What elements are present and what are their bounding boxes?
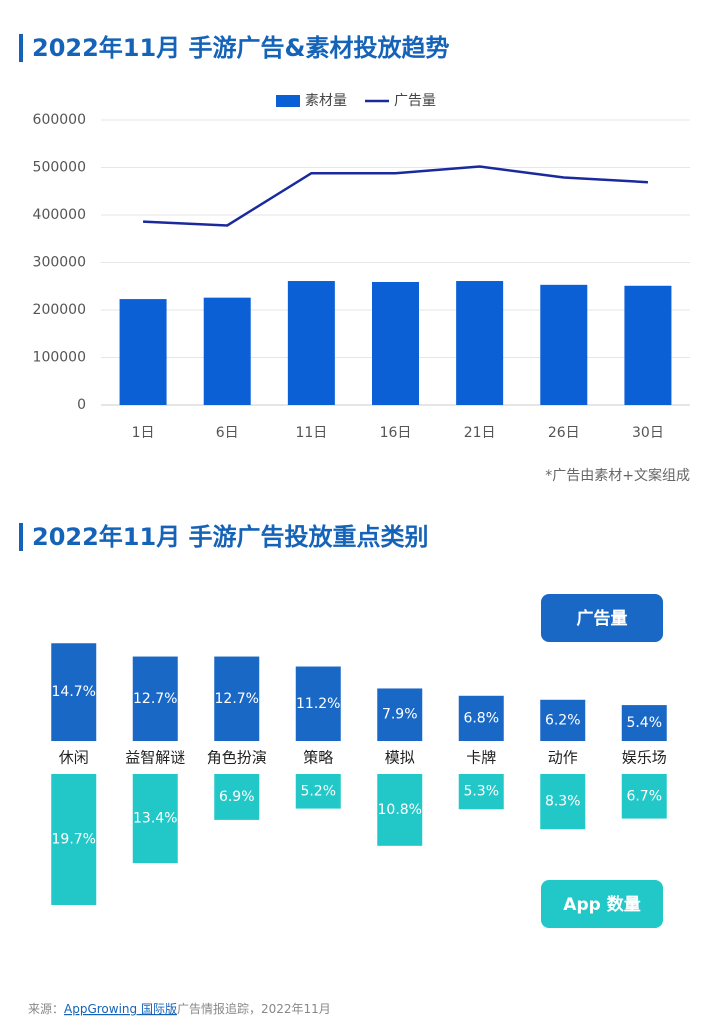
- y-tick-label: 300000: [33, 255, 86, 271]
- value-label: 5.2%: [300, 783, 336, 799]
- bar: [458, 774, 504, 810]
- legend-label: 素材量: [305, 93, 347, 109]
- value-label: 8.3%: [545, 794, 581, 810]
- chart-title: 2022年11月 手游广告投放重点类别: [32, 523, 429, 551]
- bar: [119, 299, 167, 405]
- value-label: 5.3%: [463, 784, 499, 800]
- category-label: 休闲: [59, 749, 89, 767]
- category-label: 益智解谜: [125, 749, 185, 767]
- y-tick-label: 400000: [33, 207, 86, 223]
- x-tick-label: 30日: [632, 425, 664, 441]
- line: [143, 165, 648, 227]
- value-label: 6.7%: [626, 788, 662, 804]
- x-tick-label: 21日: [464, 425, 496, 441]
- y-tick-label: 200000: [33, 302, 86, 318]
- category-label: 娱乐场: [622, 749, 667, 767]
- bar: [372, 281, 419, 405]
- x-tick-label: 1日: [132, 425, 155, 441]
- bar: [540, 774, 586, 830]
- legend-label: 广告量: [577, 608, 628, 629]
- note: *广告由素材+文案组成: [545, 467, 690, 484]
- value-label: 12.7%: [215, 691, 259, 707]
- bar: [377, 688, 423, 741]
- x-tick-label: 6日: [216, 425, 239, 441]
- bar: [540, 699, 586, 741]
- bar: [295, 774, 341, 809]
- y-tick-label: 500000: [33, 160, 86, 176]
- value-label: 6.9%: [219, 789, 255, 805]
- category-label: 模拟: [385, 749, 415, 767]
- footer-prefix: 来源：: [28, 1002, 64, 1016]
- value-label: 11.2%: [296, 696, 340, 712]
- bar: [287, 281, 335, 405]
- bar: [621, 774, 667, 819]
- value-label: 10.8%: [378, 802, 422, 818]
- title-accent: [19, 34, 23, 62]
- bar: [377, 774, 423, 846]
- bar: [51, 643, 97, 741]
- bar: [214, 774, 260, 820]
- category-label: 卡牌: [466, 749, 496, 767]
- footer-suffix: 广告情报追踪，2022年11月: [177, 1001, 331, 1016]
- value-label: 13.4%: [133, 811, 177, 827]
- chart-title: 2022年11月 手游广告&素材投放趋势: [32, 34, 449, 62]
- category-label: 角色扮演: [207, 749, 267, 767]
- y-tick-label: 100000: [33, 350, 86, 366]
- value-label: 14.7%: [52, 684, 96, 700]
- bar: [621, 705, 667, 741]
- x-tick-label: 26日: [548, 425, 580, 441]
- legend-box: [541, 880, 663, 928]
- value-label: 6.2%: [545, 712, 581, 728]
- bar: [214, 656, 260, 741]
- y-tick-label: 0: [77, 397, 86, 413]
- bar: [624, 285, 672, 405]
- bar: [132, 774, 178, 864]
- y-tick-label: 600000: [33, 112, 86, 128]
- bar: [203, 297, 251, 405]
- value-label: 6.8%: [463, 710, 499, 726]
- legend-box: [541, 594, 663, 642]
- category-label: 动作: [548, 749, 578, 767]
- value-label: 12.7%: [133, 691, 177, 707]
- legend-label: 广告量: [394, 93, 436, 109]
- bar: [132, 656, 178, 741]
- value-label: 7.9%: [382, 707, 418, 723]
- bar: [456, 281, 504, 405]
- bar: [51, 774, 97, 906]
- value-label: 19.7%: [52, 832, 96, 848]
- bar: [295, 666, 341, 741]
- legend-label: App 数量: [563, 894, 640, 915]
- category-label: 策略: [303, 749, 333, 767]
- x-tick-label: 16日: [380, 425, 412, 441]
- x-tick-label: 11日: [295, 425, 327, 441]
- legend-swatch: [276, 95, 300, 107]
- bar: [458, 695, 504, 741]
- value-label: 5.4%: [626, 715, 662, 731]
- title-accent: [19, 523, 23, 551]
- footer: 来源：AppGrowing 国际版广告情报追踪，2022年11月: [28, 1001, 331, 1016]
- bar: [540, 284, 588, 405]
- footer-link[interactable]: AppGrowing 国际版: [64, 1002, 177, 1016]
